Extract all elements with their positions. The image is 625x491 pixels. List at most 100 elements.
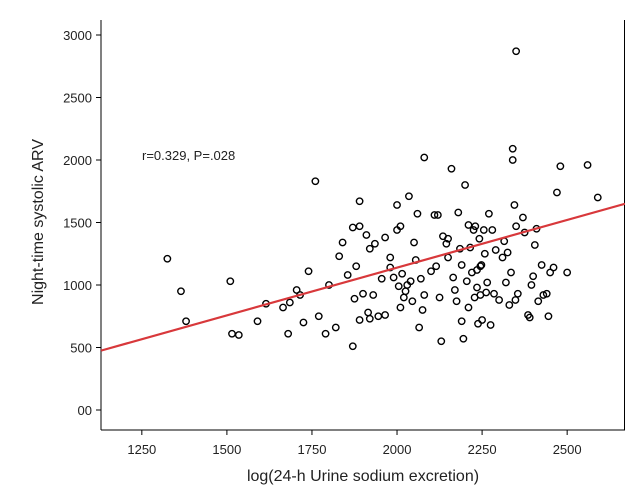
data-point [459, 334, 468, 343]
y-tick-label: 3000 [63, 28, 92, 43]
data-point [163, 254, 172, 263]
data-point [502, 278, 510, 287]
data-point [406, 277, 415, 286]
data-point [396, 222, 405, 231]
x-tick-label: 2000 [383, 442, 412, 457]
data-point [475, 234, 484, 243]
data-point [416, 274, 425, 283]
data-point [461, 181, 469, 189]
data-point [284, 329, 293, 338]
y-axis-label: Night-time systolic ARV [30, 139, 47, 305]
data-point [413, 209, 422, 218]
data-point [182, 317, 190, 326]
data-point [511, 296, 520, 304]
data-point [348, 223, 357, 232]
data-points [163, 47, 602, 351]
data-point [350, 294, 359, 303]
data-point [491, 246, 500, 254]
data-point [478, 316, 486, 324]
data-point [348, 342, 357, 351]
data-point [279, 303, 287, 312]
data-point [488, 226, 497, 234]
data-point [549, 263, 558, 272]
data-point [285, 298, 294, 307]
correlation-annotation: r=0.329, P=.028 [142, 148, 235, 163]
data-point [454, 208, 463, 217]
data-point [408, 297, 417, 306]
data-point [420, 153, 429, 162]
x-tick-label: 2250 [468, 442, 497, 457]
data-point [457, 317, 466, 326]
data-point [369, 291, 378, 299]
data-point [553, 188, 561, 197]
data-point [473, 283, 481, 292]
data-point [519, 213, 527, 222]
data-point [381, 233, 390, 242]
data-point [563, 268, 572, 277]
x-tick-label: 2500 [553, 442, 582, 457]
data-point [386, 253, 395, 262]
data-point [304, 267, 313, 276]
data-point [530, 241, 539, 249]
data-point [474, 319, 482, 328]
data-point [396, 303, 405, 312]
data-point [371, 239, 379, 248]
x-axis-label: log(24-h Urine sodium excretion) [247, 468, 479, 485]
regression-line [100, 202, 625, 352]
data-point [479, 226, 488, 234]
data-point [234, 331, 243, 339]
data-point [393, 201, 401, 209]
data-point [432, 262, 441, 271]
data-point [415, 323, 424, 332]
data-point [529, 272, 538, 281]
data-point [457, 261, 466, 269]
data-point [464, 221, 473, 229]
data-point [444, 234, 452, 243]
data-point [355, 222, 364, 231]
data-point [503, 248, 512, 257]
data-point [486, 321, 495, 329]
data-point [508, 156, 517, 164]
data-point [542, 289, 551, 298]
data-point [228, 329, 236, 338]
data-point [593, 193, 602, 202]
y-tick-label: 500 [70, 341, 92, 356]
data-point [462, 277, 471, 286]
data-point [389, 273, 398, 282]
data-point [513, 289, 522, 298]
data-point [449, 273, 458, 282]
data-point [427, 267, 435, 276]
data-point [420, 291, 429, 299]
data-point [450, 286, 459, 294]
x-tick-label: 1250 [127, 442, 156, 457]
data-point [544, 312, 553, 321]
data-point [495, 296, 504, 304]
data-point [335, 252, 344, 261]
data-point [374, 312, 383, 321]
data-point [394, 282, 403, 291]
data-point [444, 253, 452, 262]
data-point [525, 313, 534, 322]
data-point [510, 201, 519, 209]
data-point [433, 211, 442, 219]
x-tick-label: 1750 [298, 442, 327, 457]
data-point [507, 268, 515, 277]
data-point [401, 287, 410, 296]
data-point [365, 314, 374, 323]
y-tick-label: 00 [78, 403, 92, 418]
data-point [437, 337, 446, 346]
data-point [359, 289, 367, 298]
data-point [343, 271, 352, 279]
data-point [253, 317, 262, 326]
data-point [381, 311, 390, 319]
y-tick-label: 2500 [63, 91, 92, 106]
data-point [539, 291, 548, 299]
data-point [583, 161, 592, 169]
data-point [364, 308, 373, 317]
data-point [321, 329, 330, 338]
data-point [527, 281, 536, 289]
data-point [469, 226, 478, 234]
data-point [477, 261, 486, 269]
data-point [505, 301, 514, 309]
